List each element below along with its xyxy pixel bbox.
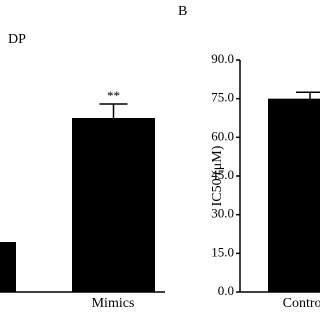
y-tick-label: 75.0: [211, 90, 234, 105]
x-tick-label: Control: [283, 296, 320, 311]
x-tick-label: Mimics: [92, 296, 135, 311]
y-tick-label: 0.0: [218, 283, 234, 298]
bar: [0, 242, 16, 292]
panel-label: B: [178, 4, 187, 19]
y-tick-label: 60.0: [211, 128, 234, 143]
value-label: **: [107, 88, 120, 103]
y-tick-label: 45.0: [211, 167, 234, 182]
y-tick-label: 90.0: [211, 51, 234, 66]
y-tick-label: 30.0: [211, 206, 234, 221]
y-tick-label: 15.0: [211, 244, 234, 259]
chart-title: DP: [8, 32, 26, 47]
bar: [268, 98, 320, 293]
bar: [72, 118, 155, 292]
y-axis-label: IC50 (μM): [210, 145, 225, 206]
